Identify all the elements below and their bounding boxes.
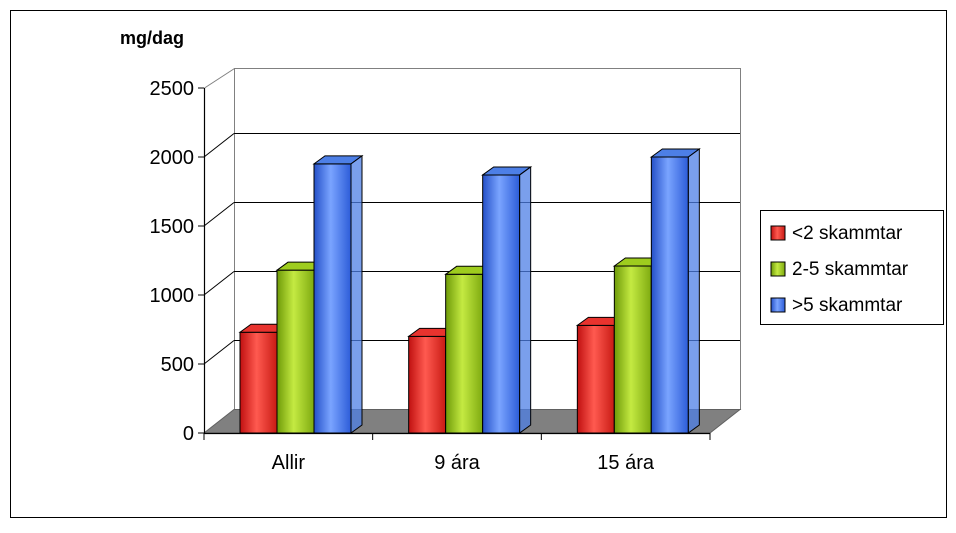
x-tick-label: Allir (272, 452, 306, 474)
bar-front (482, 174, 521, 434)
y-axis-title: mg/dag (120, 28, 184, 48)
legend-box (760, 210, 944, 325)
legend-label-gt5: >5 skammtar (792, 295, 903, 316)
legend-swatch-2to5 (770, 261, 786, 277)
bar-front (239, 331, 278, 434)
gridline-side (203, 340, 235, 365)
bar-side (350, 154, 363, 434)
bar-front (650, 156, 689, 434)
bar (649, 148, 701, 434)
x-tick-label: 15 ára (597, 452, 655, 474)
bar-front (613, 265, 652, 434)
bar-side (687, 148, 700, 434)
legend-swatch-lt2 (770, 225, 786, 241)
y-tick-label: 2500 (150, 78, 195, 100)
y-tick-label: 2000 (150, 147, 195, 169)
bar-front (576, 324, 615, 434)
y-tick-label: 500 (161, 354, 194, 376)
bar-front (445, 273, 484, 434)
legend-label-lt2: <2 skammtar (792, 223, 903, 244)
y-tick-label: 0 (183, 423, 194, 445)
bars (238, 148, 701, 434)
bar-front (313, 163, 352, 434)
y-tick-label: 1000 (150, 285, 195, 307)
x-tick-label: 9 ára (434, 452, 480, 474)
legend-swatch-gt5 (770, 297, 786, 313)
legend-label-2to5: 2-5 skammtar (792, 259, 909, 280)
gridline-side (203, 271, 235, 296)
y-tick-label: 1500 (150, 216, 195, 238)
bar-side (519, 165, 532, 434)
x-tick-labels: Allir 9 ára 15 ára (203, 433, 711, 474)
gridline-side (203, 202, 235, 227)
bar (312, 154, 364, 434)
bar-front (408, 335, 447, 434)
y-tick-labels: 0 500 1000 1500 2000 2500 (150, 78, 204, 445)
gridline-side (203, 133, 235, 158)
bar-front (276, 269, 315, 434)
side-wall-edge (204, 68, 235, 89)
legend: <2 skammtar 2-5 skammtar >5 skammtar (760, 210, 944, 325)
bar (481, 165, 533, 434)
